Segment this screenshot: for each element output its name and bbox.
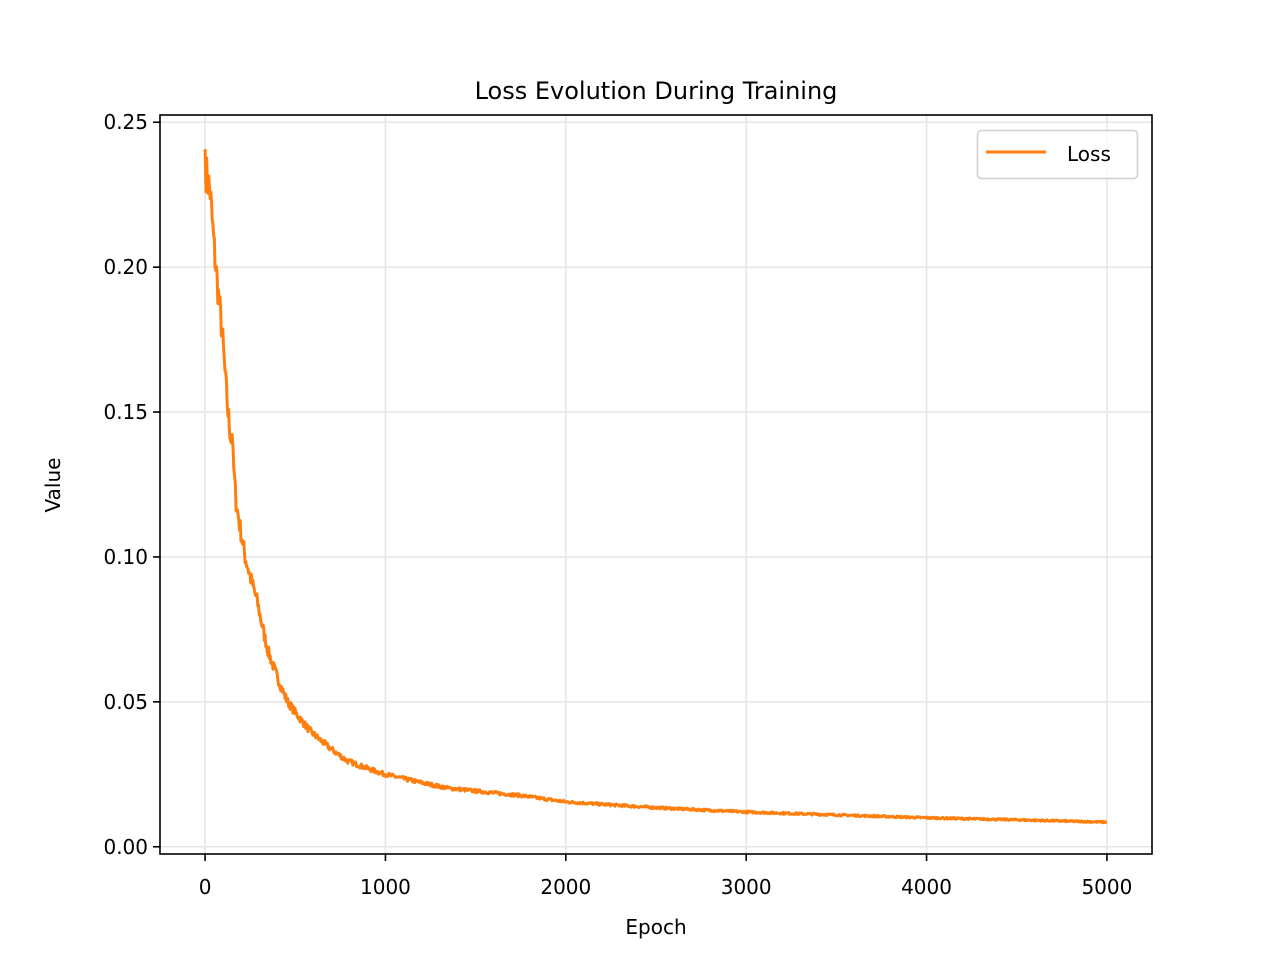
- y-tick-label: 0.20: [103, 255, 148, 279]
- x-tick-label: 0: [199, 875, 212, 899]
- axes-frame: [159, 114, 1153, 855]
- x-tick-label: 4000: [901, 875, 952, 899]
- x-tick-label: 3000: [721, 875, 772, 899]
- x-tick-label: 1000: [360, 875, 411, 899]
- legend-box: [976, 129, 1139, 180]
- grid: [160, 115, 1152, 854]
- series-line-loss: [203, 149, 1108, 825]
- y-tick-label: 0.05: [103, 690, 148, 714]
- y-tick-label: 0.00: [103, 835, 148, 859]
- x-tick-label: 2000: [540, 875, 591, 899]
- ticks: 0 1000 2000 3000 4000 5000 0.00 0.05 0.10 0.15 0.2…: [103, 110, 1132, 899]
- x-axis-label: Epoch: [625, 915, 686, 939]
- legend-label-loss: Loss: [1067, 142, 1111, 166]
- series-layer: [203, 149, 1108, 825]
- chart-title: Loss Evolution During Training: [475, 77, 838, 105]
- legend: Loss: [976, 129, 1139, 180]
- y-tick-label: 0.10: [103, 545, 148, 569]
- y-tick-label: 0.15: [103, 400, 148, 424]
- x-tick-label: 5000: [1081, 875, 1132, 899]
- y-tick-label: 0.25: [103, 110, 148, 134]
- y-axis-label: Value: [41, 458, 65, 513]
